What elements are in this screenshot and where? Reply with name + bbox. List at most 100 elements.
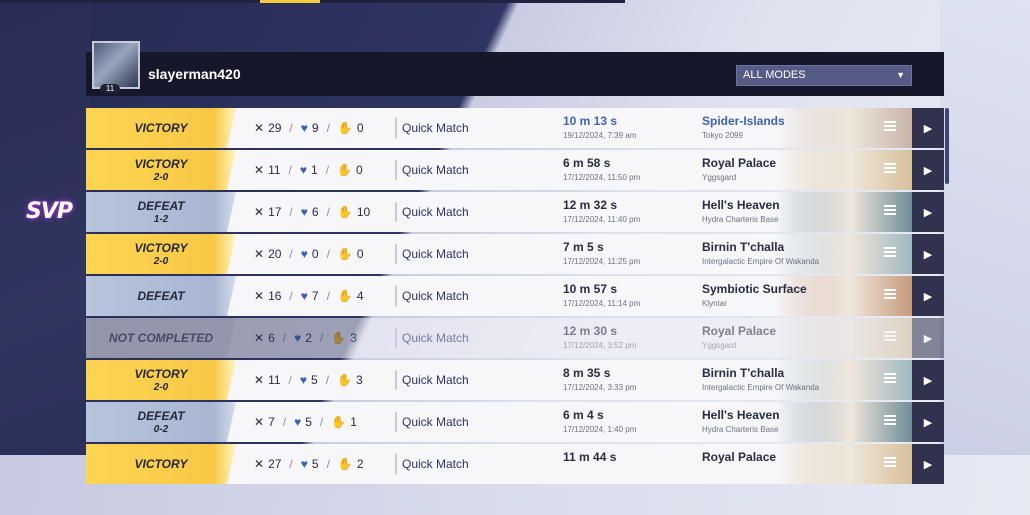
play-replay-button[interactable]: ▶ xyxy=(912,402,944,442)
play-replay-button[interactable]: ▶ xyxy=(912,150,944,190)
play-replay-button[interactable]: ▶ xyxy=(912,108,944,148)
match-row[interactable]: VICTORY 2-0 ✕ 20 / ♥ 0 / ✋ 0 Quick Match … xyxy=(86,234,944,274)
match-row[interactable]: VICTORY 2-0 ✕ 11 / ♥ 5 / ✋ 3 Quick Match … xyxy=(86,360,944,400)
kills-value: 6 xyxy=(268,331,275,345)
result-badge: VICTORY xyxy=(86,444,236,484)
stat-separator: / xyxy=(289,247,293,261)
result-label: DEFEAT xyxy=(137,289,185,303)
result-label: VICTORY xyxy=(134,157,188,171)
game-mode: Quick Match xyxy=(402,415,469,429)
map-name: Hell's Heaven xyxy=(702,198,780,212)
assists-value: 0 xyxy=(356,247,364,261)
column-divider xyxy=(395,202,397,222)
mode-filter-value: ALL MODES xyxy=(743,69,806,81)
column-divider xyxy=(395,412,397,432)
list-icon[interactable] xyxy=(884,247,896,259)
play-replay-button[interactable]: ▶ xyxy=(912,318,944,358)
match-history-panel: 11 slayerman420 ALL MODES ▼ VICTORY ✕ 29… xyxy=(86,41,944,484)
assists-value: 0 xyxy=(356,121,364,135)
kda-stats: ✕ 16 / ♥ 7 / ✋ 4 xyxy=(254,289,364,303)
game-mode: Quick Match xyxy=(402,373,469,387)
match-row[interactable]: NOT COMPLETED ✕ 6 / ♥ 2 / ✋ 3 Quick Matc… xyxy=(86,318,944,358)
play-replay-button[interactable]: ▶ xyxy=(912,360,944,400)
map-region: Intergalactic Empire Of Wakanda xyxy=(702,383,820,392)
stat-separator: / xyxy=(289,121,293,135)
kills-value: 16 xyxy=(268,289,282,303)
play-icon: ▶ xyxy=(923,248,933,261)
result-label: NOT COMPLETED xyxy=(109,331,213,345)
helping-hand-icon: ✋ xyxy=(337,205,353,219)
top-accent xyxy=(260,0,320,3)
list-icon[interactable] xyxy=(884,163,896,175)
map-name: Hell's Heaven xyxy=(702,408,780,422)
match-row[interactable]: DEFEAT 1-2 ✕ 17 / ♥ 6 / ✋ 10 Quick Match … xyxy=(86,192,944,232)
result-score: 2-0 xyxy=(153,256,169,267)
game-mode: Quick Match xyxy=(402,247,469,261)
game-mode: Quick Match xyxy=(402,331,469,345)
match-duration: 7 m 5 s xyxy=(563,240,604,254)
column-divider xyxy=(395,454,397,474)
result-badge: DEFEAT xyxy=(86,276,236,316)
helping-hand-icon: ✋ xyxy=(337,289,353,303)
play-icon: ▶ xyxy=(923,164,933,177)
map-thumbnail-fade xyxy=(776,192,856,232)
stat-separator: / xyxy=(326,289,330,303)
list-icon[interactable] xyxy=(884,289,896,301)
kda-stats: ✕ 6 / ♥ 2 / ✋ 3 xyxy=(254,331,357,345)
helping-hand-icon: ✋ xyxy=(337,163,352,177)
deaths-value: 1 xyxy=(311,163,318,177)
deaths-value: 5 xyxy=(311,373,318,387)
match-row[interactable]: DEFEAT ✕ 16 / ♥ 7 / ✋ 4 Quick Match 10 m… xyxy=(86,276,944,316)
list-icon[interactable] xyxy=(884,415,896,427)
play-replay-button[interactable]: ▶ xyxy=(912,192,944,232)
mode-filter-dropdown[interactable]: ALL MODES ▼ xyxy=(736,65,912,86)
stat-separator: / xyxy=(326,247,330,261)
match-row[interactable]: VICTORY ✕ 29 / ♥ 9 / ✋ 0 Quick Match 10 … xyxy=(86,108,944,148)
game-mode: Quick Match xyxy=(402,289,469,303)
match-duration: 8 m 35 s xyxy=(563,366,611,380)
stat-separator: / xyxy=(326,205,330,219)
result-badge: VICTORY 2-0 xyxy=(86,360,236,400)
list-icon[interactable] xyxy=(884,121,896,133)
assists-value: 3 xyxy=(350,331,357,345)
map-thumbnail-fade xyxy=(776,402,856,442)
broken-heart-icon: ♥ xyxy=(300,457,308,471)
match-row[interactable]: VICTORY ✕ 27 / ♥ 5 / ✋ 2 Quick Match 11 … xyxy=(86,444,944,484)
map-thumbnail-fade xyxy=(776,444,856,484)
match-date: 19/12/2024, 7:39 am xyxy=(563,131,637,140)
deaths-value: 0 xyxy=(311,247,319,261)
list-icon[interactable] xyxy=(884,205,896,217)
play-replay-button[interactable]: ▶ xyxy=(912,444,944,484)
match-date: 17/12/2024, 11:14 pm xyxy=(563,299,641,308)
assists-value: 10 xyxy=(356,205,371,219)
svp-badge: SVP xyxy=(26,199,73,224)
broken-heart-icon: ♥ xyxy=(300,247,308,261)
list-icon[interactable] xyxy=(884,457,896,469)
avatar-level-badge: 11 xyxy=(100,84,120,94)
deaths-value: 7 xyxy=(311,289,319,303)
match-row[interactable]: VICTORY 2-0 ✕ 11 / ♥ 1 / ✋ 0 Quick Match … xyxy=(86,150,944,190)
crossed-swords-icon: ✕ xyxy=(254,121,265,135)
background-right-panel xyxy=(940,0,1030,515)
scrollbar-thumb[interactable] xyxy=(945,108,949,184)
map-thumbnail-fade xyxy=(776,234,856,274)
crossed-swords-icon: ✕ xyxy=(254,163,265,177)
list-icon[interactable] xyxy=(884,373,896,385)
helping-hand-icon: ✋ xyxy=(337,457,353,471)
crossed-swords-icon: ✕ xyxy=(254,373,265,387)
match-duration: 11 m 44 s xyxy=(563,450,617,464)
match-row[interactable]: DEFEAT 0-2 ✕ 7 / ♥ 5 / ✋ 1 Quick Match 6 … xyxy=(86,402,944,442)
match-duration: 10 m 13 s xyxy=(563,114,618,128)
list-icon[interactable] xyxy=(884,331,896,343)
map-name: Birnin T'challa xyxy=(702,366,785,380)
result-label: VICTORY xyxy=(134,367,188,381)
deaths-value: 6 xyxy=(311,205,319,219)
play-replay-button[interactable]: ▶ xyxy=(912,276,944,316)
match-date: 17/12/2024, 11:40 pm xyxy=(563,215,641,224)
play-icon: ▶ xyxy=(923,416,933,429)
play-replay-button[interactable]: ▶ xyxy=(912,234,944,274)
result-badge: VICTORY 2-0 xyxy=(86,150,236,190)
kda-stats: ✕ 11 / ♥ 5 / ✋ 3 xyxy=(254,373,363,387)
stat-separator: / xyxy=(319,415,324,429)
avatar[interactable] xyxy=(92,41,140,89)
